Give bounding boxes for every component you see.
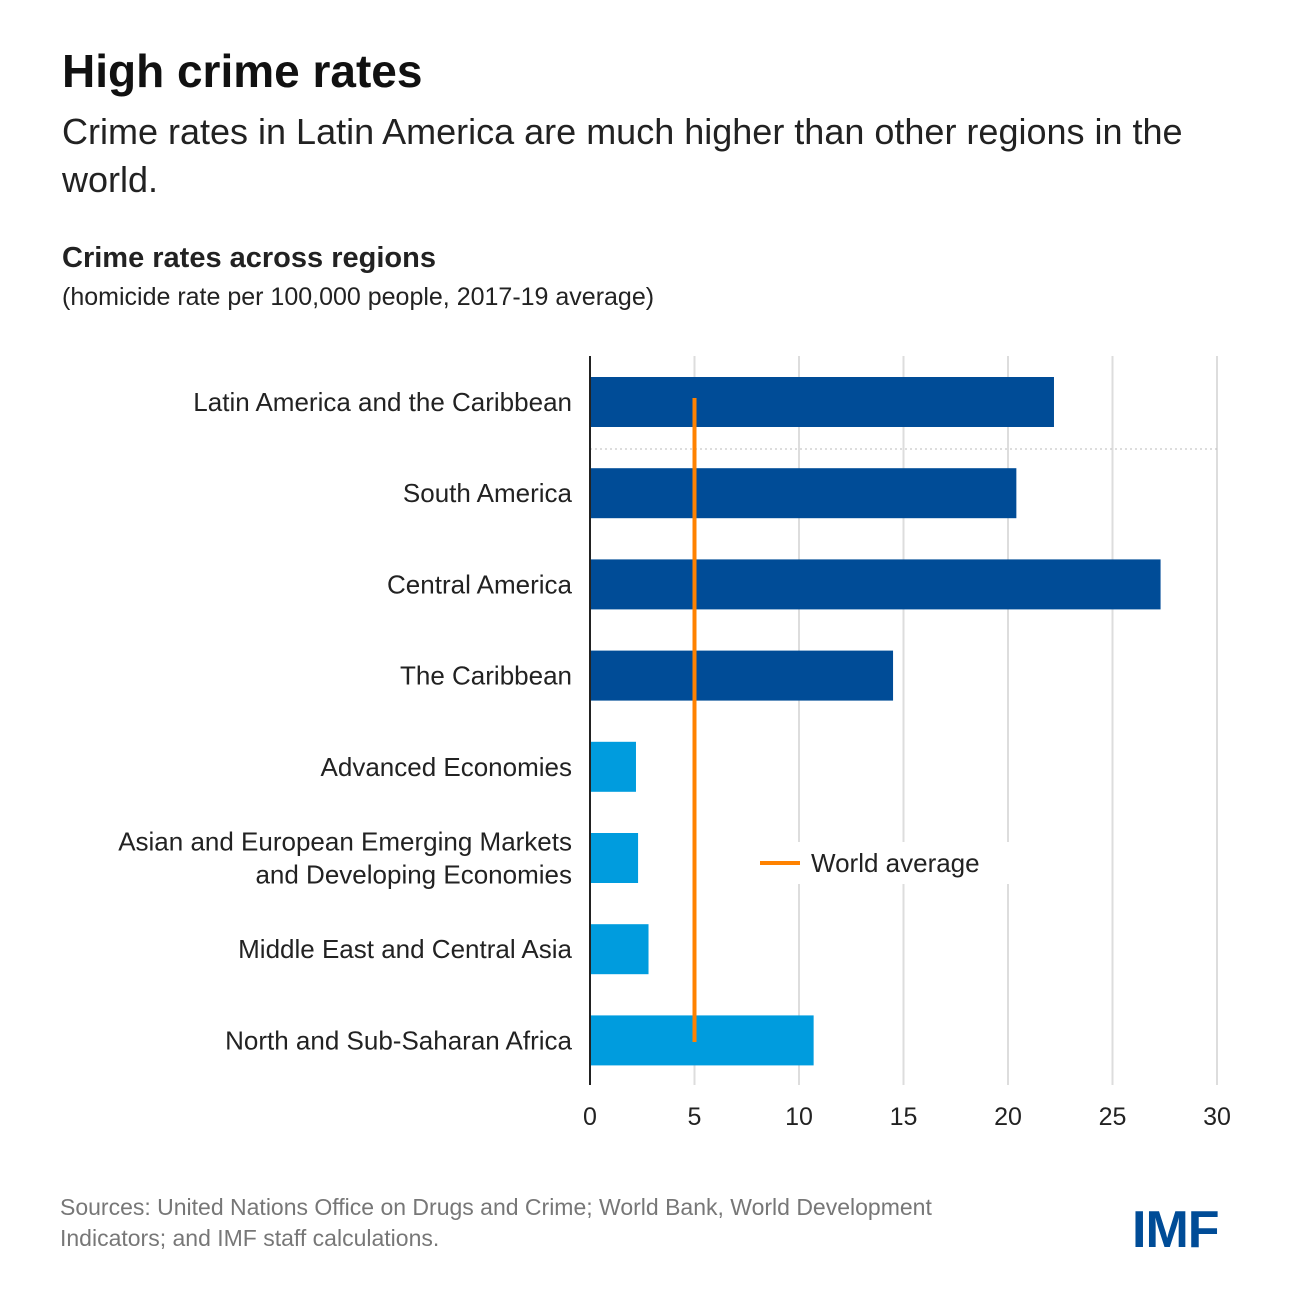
category-label: Middle East and Central Asia <box>238 934 572 964</box>
category-label: South America <box>403 478 573 508</box>
page-title: High crime rates <box>62 45 423 97</box>
chart-title: Crime rates across regions <box>62 242 436 274</box>
x-tick-label: 5 <box>688 1103 702 1131</box>
chart-subtitle: (homicide rate per 100,000 people, 2017-… <box>62 283 655 311</box>
bar <box>590 1015 814 1066</box>
category-label: North and Sub-Saharan Africa <box>225 1025 572 1055</box>
x-tick-label: 20 <box>994 1103 1022 1131</box>
category-label: Latin America and the Caribbean <box>193 387 572 417</box>
source-note: Sources: United Nations Office on Drugs … <box>60 1194 932 1251</box>
x-tick-label: 0 <box>583 1103 597 1131</box>
x-tick-label: 15 <box>890 1103 918 1131</box>
imf-logo: IMF <box>1132 1201 1220 1259</box>
category-label: The Caribbean <box>400 661 572 691</box>
category-label: Central America <box>387 569 572 599</box>
bar <box>590 741 636 792</box>
x-tick-label: 10 <box>785 1103 813 1131</box>
x-tick-label: 25 <box>1099 1103 1127 1131</box>
bar <box>590 924 649 975</box>
page-subtitle: Crime rates in Latin America are much hi… <box>62 111 1183 200</box>
legend-label: World average <box>811 848 980 878</box>
bar <box>590 377 1054 427</box>
category-label: Advanced Economies <box>321 752 572 782</box>
category-label: Asian and European Emerging Markets and D… <box>118 827 572 890</box>
bar <box>590 650 894 701</box>
x-tick-label: 30 <box>1203 1103 1231 1131</box>
bar <box>590 559 1161 610</box>
bar <box>590 468 1017 519</box>
bar <box>590 833 639 883</box>
